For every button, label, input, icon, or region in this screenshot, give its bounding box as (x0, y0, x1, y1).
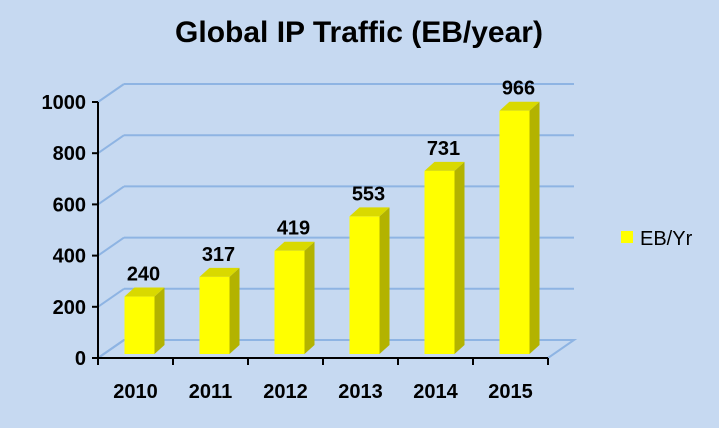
bar-side (229, 267, 240, 354)
bar-side (454, 161, 465, 354)
x-tick-label: 2012 (263, 381, 308, 403)
x-tick-label: 2015 (488, 381, 533, 403)
x-tick-label: 2010 (113, 381, 158, 403)
data-label: 966 (502, 78, 535, 100)
bar-side (154, 287, 165, 354)
data-label: 317 (202, 244, 235, 266)
bar-front (349, 216, 380, 354)
bar-front (424, 170, 455, 354)
bar-front (274, 250, 305, 354)
bar-top (274, 241, 315, 251)
bar-top (199, 267, 240, 277)
gridline-diagonal (97, 287, 125, 308)
legend: EB/Yr (621, 228, 693, 250)
x-tick-label: 2013 (338, 381, 383, 403)
bar-front (499, 110, 530, 354)
x-tick-label: 2011 (189, 381, 232, 403)
bar (424, 161, 465, 354)
bar (349, 207, 390, 354)
y-tick-label: 600 (53, 194, 86, 216)
gridline-diagonal (97, 236, 125, 257)
legend-label: EB/Yr (640, 228, 693, 250)
y-tick-label: 200 (53, 297, 86, 319)
bars (124, 101, 540, 354)
bar (199, 267, 240, 354)
gridline-diagonal (97, 83, 125, 103)
bar-top (124, 287, 165, 297)
data-label: 731 (427, 138, 460, 160)
bar-front (124, 296, 155, 354)
bar-top (499, 101, 540, 111)
bar-side (379, 207, 390, 354)
axes: 0 200 400 600 800 1000 2010 2011 2012 2013 2014 201… (42, 92, 549, 403)
gridline-diagonal (97, 134, 125, 155)
y-tick-label: 1000 (42, 92, 87, 114)
y-tick-label: 400 (53, 246, 86, 268)
data-label: 553 (352, 183, 385, 205)
x-tick-label: 2014 (413, 381, 458, 403)
data-label: 419 (277, 218, 310, 240)
bar-front (199, 276, 230, 354)
bar-top (424, 161, 465, 171)
bar-top (349, 207, 390, 217)
bar-side (304, 241, 315, 354)
y-tick-label: 800 (53, 143, 86, 165)
legend-swatch (621, 231, 633, 243)
y-tick-label: 0 (75, 348, 86, 370)
bar (124, 287, 165, 354)
data-labels: 240 317 419 553 731 966 (127, 78, 535, 286)
gridline-diagonal (97, 185, 125, 206)
data-label: 240 (127, 264, 160, 286)
bar-side (529, 101, 540, 354)
bar (274, 241, 315, 354)
chart-title: Global IP Traffic (EB/year) (175, 16, 543, 49)
bar (499, 101, 540, 354)
